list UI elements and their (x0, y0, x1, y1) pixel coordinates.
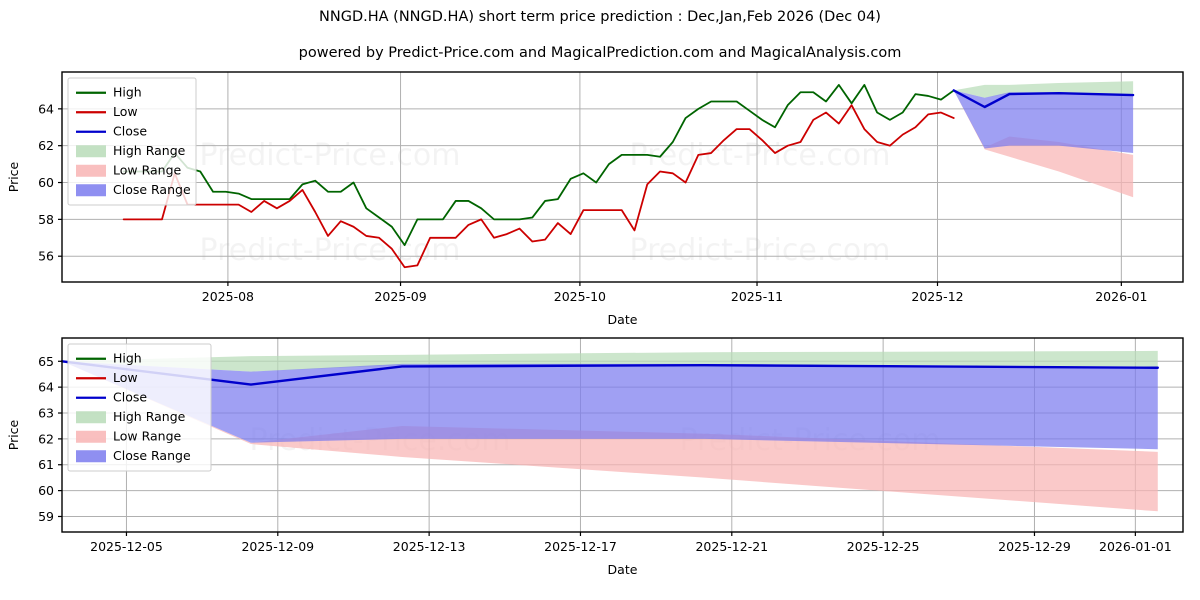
legend-swatch-band (76, 164, 106, 177)
y-tick-label: 59 (38, 509, 54, 524)
data-series (122, 83, 1135, 269)
x-tick-label: 2025-12-09 (241, 539, 314, 554)
x-tick-label: 2025-12-21 (695, 539, 768, 554)
legend-item-label: Low Range (113, 428, 182, 443)
y-tick-label: 65 (38, 354, 54, 369)
legend-item-label: Close (113, 123, 147, 138)
chart-legend: High Low Close High Range Low Range Close Ran… (67, 343, 212, 472)
x-tick-label: 2025-11 (731, 289, 783, 304)
y-tick-label: 64 (38, 380, 54, 395)
legend-item-label: High (113, 84, 142, 99)
legend-swatch-band (76, 450, 106, 463)
grid (62, 72, 1183, 282)
legend-item-label: Close Range (113, 448, 191, 463)
x-axis-label: Date (608, 562, 638, 577)
legend-item-label: Low Range (113, 162, 182, 177)
y-tick-label: 63 (38, 406, 54, 421)
legend-item-label: Close Range (113, 182, 191, 197)
range-bands (62, 350, 1158, 512)
band-close-range (953, 90, 1134, 154)
x-tick-label: 2025-12-29 (998, 539, 1071, 554)
y-axis-label: Price (6, 161, 21, 192)
overview-price-chart: Predict-Price.com Predict-Price.com Predic… (6, 71, 1184, 327)
y-tick-label: 62 (38, 431, 54, 446)
band-high-range (953, 81, 1134, 98)
legend-item-label: Close (113, 389, 147, 404)
x-tick-label: 2025-10 (554, 289, 606, 304)
x-tick-label: 2025-12 (911, 289, 963, 304)
x-axis-label: Date (608, 312, 638, 327)
plot-frame (61, 337, 1184, 533)
watermark: Predict-Price.com (630, 233, 891, 268)
x-tick-label: 2026-01-01 (1099, 539, 1172, 554)
watermark: Predict-Price.com (200, 138, 461, 173)
y-tick-label: 58 (38, 212, 54, 227)
y-tick-label: 64 (38, 101, 54, 116)
x-tick-label: 2025-09 (374, 289, 426, 304)
range-bands (953, 81, 1134, 198)
band-close-range (62, 361, 1158, 450)
y-tick-label: 62 (38, 138, 54, 153)
detail-forecast-chart: Predict-Price.comPredict-Price.com596061… (6, 337, 1184, 577)
x-tick-label: 2025-12-25 (847, 539, 920, 554)
x-tick-label: 2025-12-13 (393, 539, 466, 554)
plot-frame (61, 71, 1184, 283)
legend-swatch-band (76, 145, 106, 158)
watermark: Predict-Price.com (200, 233, 461, 268)
y-tick-label: 56 (38, 249, 54, 264)
y-axis-label: Price (6, 419, 21, 450)
watermark: Predict-Price.com (630, 138, 891, 173)
page-subtitle: powered by Predict-Price.com and Magical… (298, 45, 902, 61)
page-title: NNGD.HA (NNGD.HA) short term price predi… (319, 9, 881, 25)
series-line-low (122, 104, 955, 269)
y-tick-label: 60 (38, 483, 54, 498)
legend-swatch-band (76, 411, 106, 424)
band-high-range (62, 350, 1158, 372)
x-tick-label: 2025-12-05 (90, 539, 163, 554)
legend-item-label: High Range (113, 143, 186, 158)
legend-swatch-band (76, 184, 106, 197)
axes: 56 58 60 62 64 2025-08 2025-09 2025-10 2025-11 20… (6, 71, 1184, 327)
y-tick-label: 61 (38, 457, 54, 472)
y-tick-label: 60 (38, 175, 54, 190)
chart-legend: High Low Close High Range Low Range Close Ran… (67, 77, 197, 206)
legend-item-label: Low (113, 370, 138, 385)
series-line-high (122, 83, 955, 247)
x-tick-label: 2025-12-17 (544, 539, 617, 554)
legend-item-label: Low (113, 104, 138, 119)
legend-item-label: High (113, 350, 142, 365)
x-tick-label: 2025-08 (202, 289, 254, 304)
series-line-close (952, 89, 1135, 109)
legend-item-label: High Range (113, 409, 186, 424)
x-tick-label: 2026-01 (1095, 289, 1147, 304)
axes: 59 60 61 62 63 64 65 2025-12-05 2025-12-09 2025-1… (6, 337, 1184, 577)
legend-swatch-band (76, 430, 106, 443)
